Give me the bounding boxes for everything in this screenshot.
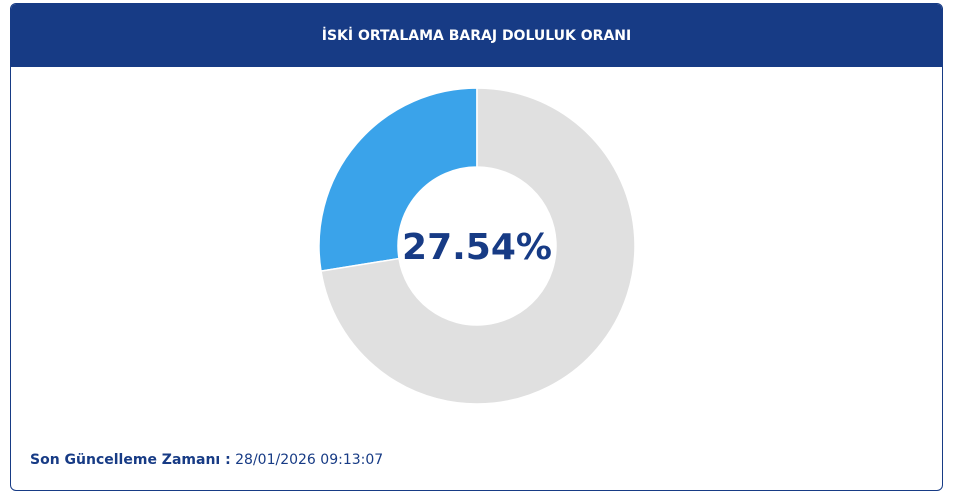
footer-label: Son Güncelleme Zamanı : (30, 452, 231, 468)
center-value-label: 27.54% (402, 227, 552, 268)
footer: Son Güncelleme Zamanı : 28/01/2026 09:13… (30, 452, 383, 468)
donut-segment (318, 87, 478, 272)
footer-timestamp: 28/01/2026 09:13:07 (235, 452, 384, 468)
card-header: İSKİ ORTALAMA BARAJ DOLULUK ORANI (11, 4, 942, 67)
chart-title: İSKİ ORTALAMA BARAJ DOLULUK ORANI (321, 27, 632, 44)
widget-card: İSKİ ORTALAMA BARAJ DOLULUK ORANI (10, 3, 943, 491)
donut-segment (320, 87, 636, 405)
